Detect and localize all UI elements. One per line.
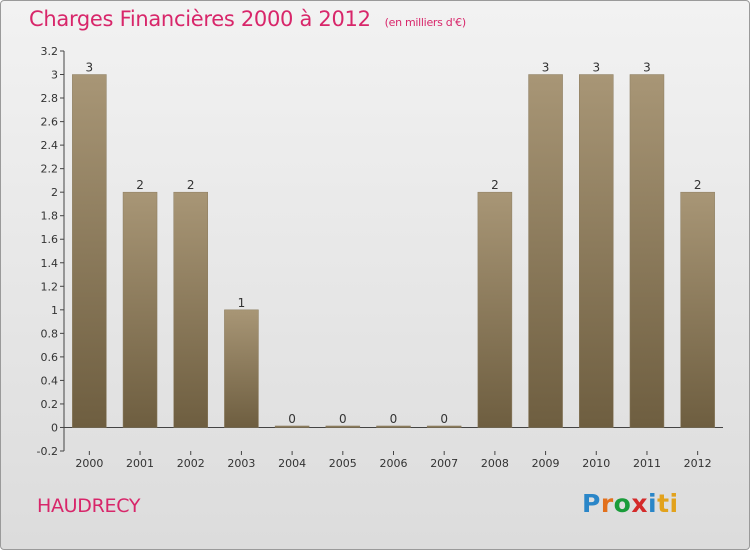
y-tick-label: 1.2 — [41, 280, 59, 293]
town-name: HAUDRECY — [37, 495, 141, 517]
chart-title: Charges Financières 2000 à 2012 (en milli… — [29, 7, 466, 31]
y-tick-label: 1.8 — [41, 210, 59, 223]
y-tick-label: 3.2 — [41, 45, 59, 58]
data-label: 2 — [491, 178, 499, 192]
x-tick-label: 2006 — [380, 457, 408, 470]
data-label: 0 — [440, 412, 448, 426]
bar — [325, 425, 361, 428]
x-tick-label: 2003 — [227, 457, 255, 470]
data-label: 2 — [187, 178, 195, 192]
x-tick-label: 2005 — [329, 457, 357, 470]
x-tick-label: 2010 — [582, 457, 610, 470]
chart-subtitle: (en milliers d'€) — [384, 16, 466, 29]
bar — [224, 309, 259, 428]
x-tick-label: 2001 — [126, 457, 154, 470]
data-label: 3 — [643, 61, 651, 75]
bar — [122, 191, 158, 428]
y-tick-label: -0.2 — [37, 445, 58, 458]
logo-letter: i — [648, 489, 658, 518]
x-tick-label: 2009 — [532, 457, 560, 470]
proxiti-logo: Proxiti — [582, 489, 679, 518]
chart-title-text: Charges Financières 2000 à 2012 — [29, 7, 371, 31]
data-label: 3 — [592, 61, 600, 75]
bar — [426, 425, 462, 428]
y-tick-label: 3 — [51, 69, 58, 82]
bar — [173, 191, 208, 428]
y-tick-label: 2.4 — [41, 139, 59, 152]
y-tick-label: 2.8 — [41, 92, 59, 105]
y-tick-label: 2.2 — [41, 163, 59, 176]
bar — [579, 74, 614, 428]
y-tick-label: 1 — [51, 304, 58, 317]
y-tick-label: 2.6 — [41, 116, 59, 129]
x-tick-label: 2012 — [684, 457, 712, 470]
logo-letter: o — [613, 489, 632, 518]
x-tick-label: 2004 — [278, 457, 306, 470]
y-tick-label: 0.4 — [41, 374, 59, 387]
y-tick-label: 0.2 — [41, 398, 59, 411]
bar — [376, 425, 411, 428]
data-label: 0 — [339, 412, 347, 426]
x-tick-label: 2000 — [75, 457, 103, 470]
y-tick-label: 1.6 — [41, 233, 59, 246]
bar — [528, 74, 563, 428]
y-tick-label: 0 — [51, 421, 58, 434]
logo-letter: x — [631, 489, 648, 518]
x-tick-label: 2007 — [430, 457, 458, 470]
y-tick-label: 2 — [51, 186, 58, 199]
logo-letter: ti — [657, 489, 679, 518]
x-tick-label: 2011 — [633, 457, 661, 470]
data-label: 2 — [136, 178, 144, 192]
data-label: 3 — [542, 61, 550, 75]
x-tick-label: 2002 — [177, 457, 205, 470]
logo-letter: r — [600, 489, 614, 518]
bar — [274, 425, 310, 428]
data-label: 3 — [86, 61, 94, 75]
y-tick-label: 0.8 — [41, 327, 59, 340]
y-tick-label: 1.4 — [41, 257, 59, 270]
bar — [680, 191, 715, 428]
data-label: 2 — [694, 178, 702, 192]
bar — [477, 191, 513, 428]
bar — [72, 74, 107, 428]
data-label: 0 — [390, 412, 398, 426]
data-label: 0 — [288, 412, 296, 426]
data-label: 1 — [238, 296, 246, 310]
y-tick-label: 0.6 — [41, 351, 59, 364]
bar — [629, 74, 665, 428]
x-tick-label: 2008 — [481, 457, 509, 470]
logo-letter: P — [582, 489, 601, 518]
